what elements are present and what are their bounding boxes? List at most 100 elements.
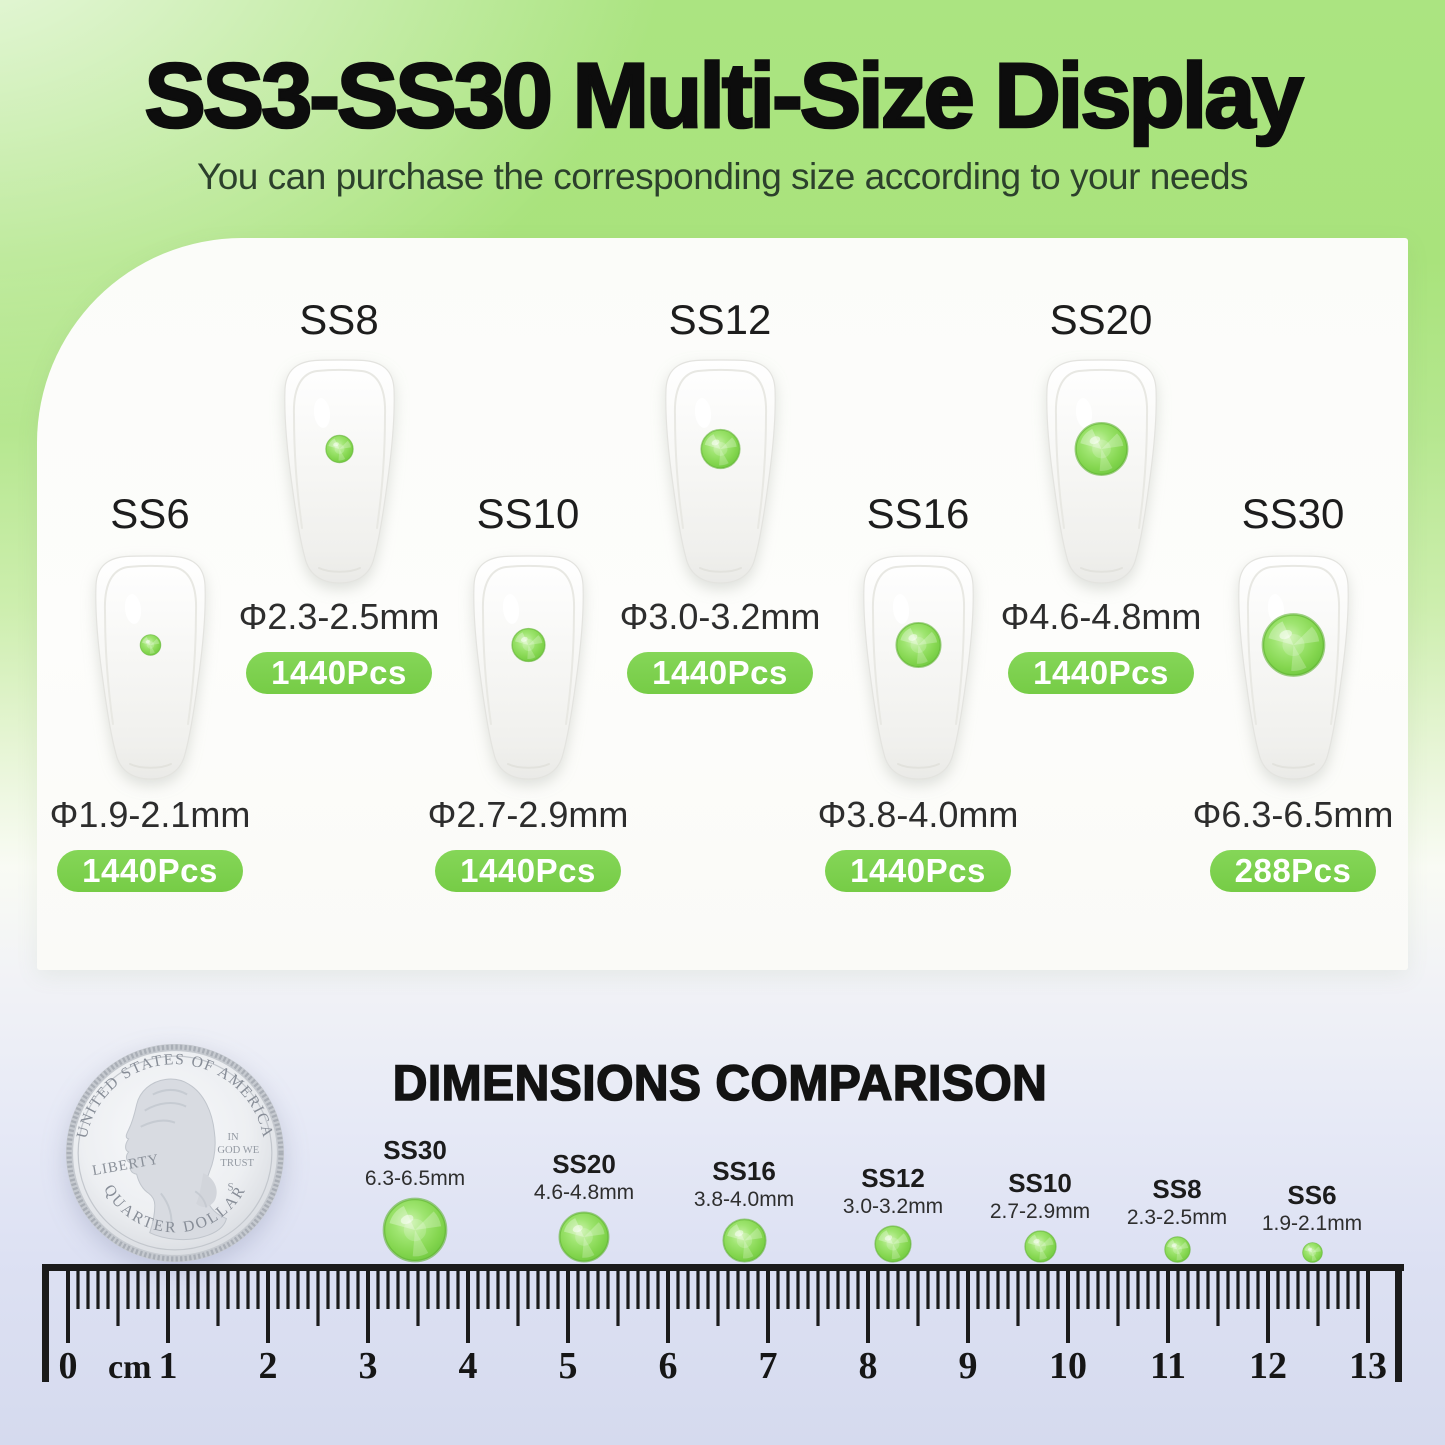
quantity-pill: 1440Pcs [1008,652,1194,694]
rhinestone-gem [1023,1230,1057,1263]
svg-text:6: 6 [659,1345,678,1387]
quarter-coin-image: UNITED STATES OF AMERICA QUARTER DOLLAR … [66,1044,284,1262]
rhinestone-gem [139,634,161,656]
nail-size-label: SS10 [476,490,580,537]
quantity-pill: 1440Pcs [57,850,243,892]
svg-text:2: 2 [259,1345,278,1387]
coin-inner-rim [77,1055,273,1251]
svg-text:GOD WE: GOD WE [217,1145,259,1156]
size-dot [1023,1230,1057,1268]
size-dot-label: SS16 3.8-4.0mm [644,1156,844,1212]
nail-highlight [502,594,519,624]
nail-highlight [124,594,141,624]
rhinestone-gem [1074,422,1128,476]
nail-size-label: SS30 [1241,490,1345,537]
quantity-pill: 1440Pcs [825,850,1011,892]
nail-size-label: SS16 [866,490,970,537]
nail-tip-image [277,353,402,591]
svg-text:7: 7 [759,1345,778,1387]
nail-diameter-label: Φ3.0-3.2mm [619,596,821,637]
nail-highlight [892,594,909,624]
size-dot-name: SS6 [1287,1180,1337,1210]
nail-tip-image [1039,353,1164,591]
page-title: SS3-SS30 Multi-Size Display [143,44,1305,149]
ruler-unit-label: cm [108,1349,151,1386]
rhinestone-gem [382,1197,448,1263]
quantity-pill: 1440Pcs [627,652,813,694]
rhinestone-gem [894,621,942,669]
nail-size-label: SS20 [1049,296,1153,343]
rhinestone-gem [1301,1242,1323,1263]
nail-tip-image [1231,549,1356,787]
nail-size-label: SS6 [110,490,190,537]
svg-text:12: 12 [1249,1345,1287,1387]
nail-tip-image [658,353,783,591]
nail-highlight [313,398,330,428]
size-dot-label: SS30 6.3-6.5mm [315,1135,515,1191]
svg-text:1: 1 [159,1345,178,1387]
page-subtitle: You can purchase the corresponding size … [196,156,1249,197]
svg-text:0: 0 [59,1345,78,1387]
nail-diameter-label: Φ2.3-2.5mm [238,596,440,637]
ruler-ticks [42,1264,1404,1382]
rhinestone-gem [1261,613,1325,677]
nail-size-label: SS12 [668,296,772,343]
quantity-pill-wrap: 1440Pcs [40,850,260,892]
svg-text:8: 8 [859,1345,878,1387]
size-dot [1163,1236,1191,1268]
nail-diameter-label: Φ3.8-4.0mm [817,794,1019,835]
size-dot [382,1197,448,1268]
svg-text:9: 9 [959,1345,978,1387]
size-dot-mm: 4.6-4.8mm [533,1181,635,1204]
size-dot-label: SS12 3.0-3.2mm [793,1163,993,1219]
rhinestone-gem [558,1211,610,1263]
size-dot-name: SS16 [712,1156,776,1186]
svg-text:TRUST: TRUST [220,1158,254,1169]
size-dot-mm: 2.3-2.5mm [1126,1206,1228,1229]
nail-diameter-label: Φ6.3-6.5mm [1192,794,1394,835]
size-dot-mm: 1.9-2.1mm [1261,1212,1363,1235]
rhinestone-gem [324,434,354,464]
rhinestone-gem [699,428,741,470]
quantity-pill-wrap: 1440Pcs [808,850,1028,892]
svg-text:5: 5 [559,1345,578,1387]
nail-size-label: SS8 [299,296,379,343]
nail-diameter-label: Φ4.6-4.8mm [1000,596,1202,637]
rhinestone-gem [874,1225,912,1263]
svg-text:IN: IN [227,1132,239,1143]
nail-diameter-label: Φ1.9-2.1mm [49,794,251,835]
size-dot-label: SS6 1.9-2.1mm [1212,1180,1412,1236]
svg-text:13: 13 [1349,1345,1387,1387]
size-dot [1301,1242,1323,1268]
size-dot-label: SS8 2.3-2.5mm [1077,1174,1277,1230]
rhinestone-gem [721,1218,767,1263]
quantity-pill: 288Pcs [1209,850,1377,892]
nail-tip-image [856,549,981,787]
nail-tip-image [88,549,213,787]
dimensions-heading: DIMENSIONS COMPARISON [392,1054,1048,1112]
size-dot [558,1211,610,1268]
size-dot-name: SS8 [1152,1174,1202,1204]
quantity-pill-wrap: 1440Pcs [229,652,449,694]
rhinestone-gem [1163,1236,1191,1263]
size-dot-mm: 6.3-6.5mm [364,1167,466,1190]
size-dot-name: SS12 [861,1163,925,1193]
quantity-pill-wrap: 1440Pcs [991,652,1211,694]
coin-mint-mark: S [227,1181,233,1193]
size-dot-mm: 3.0-3.2mm [842,1195,944,1218]
size-dot-name: SS10 [1008,1168,1072,1198]
quantity-pill-wrap: 288Pcs [1183,850,1403,892]
washington-profile [125,1078,228,1241]
svg-text:3: 3 [359,1345,378,1387]
size-dot [721,1218,767,1268]
nail-highlight [694,398,711,428]
quantity-pill: 1440Pcs [246,652,432,694]
size-dot-label: SS20 4.6-4.8mm [484,1149,684,1205]
nail-highlight [1075,398,1092,428]
svg-text:11: 11 [1150,1345,1186,1387]
quantity-pill-wrap: 1440Pcs [418,850,638,892]
svg-text:10: 10 [1049,1345,1087,1387]
